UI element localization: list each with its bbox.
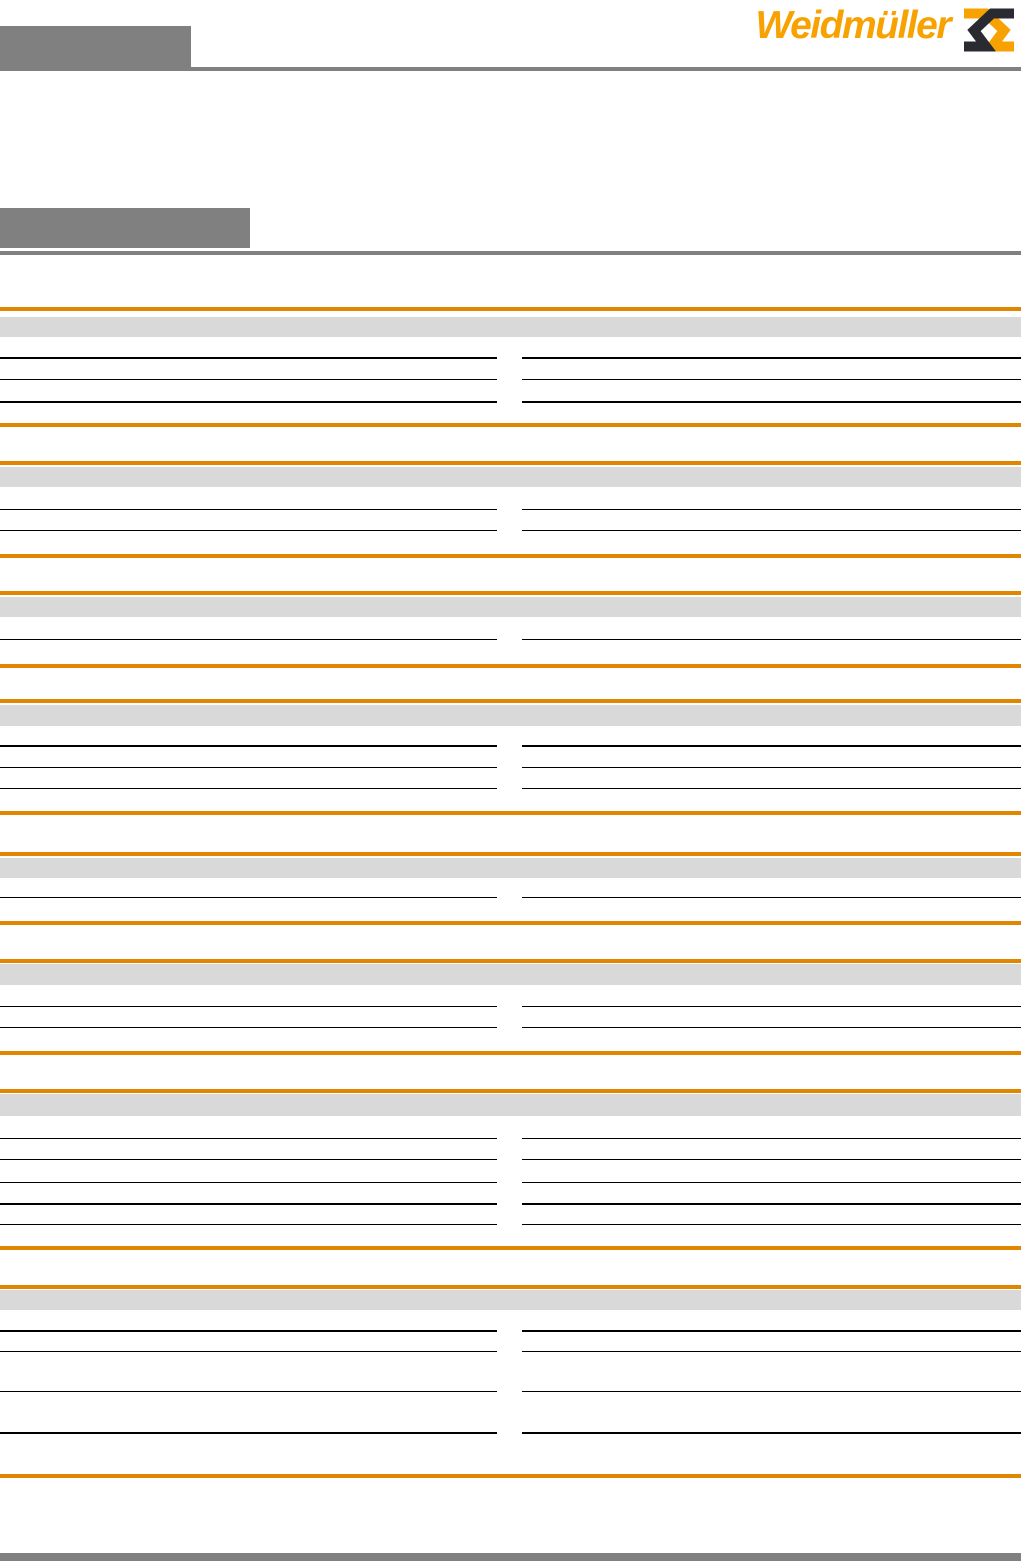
section-5-divider-bottom xyxy=(0,921,1021,925)
section-6-divider-top xyxy=(0,959,1021,963)
section-7-row-3-rule-right xyxy=(522,1182,1021,1183)
section-1-row-2-rule-left xyxy=(0,379,497,380)
section-7-header-band xyxy=(0,1094,1021,1116)
section-4-divider-top xyxy=(0,699,1021,703)
section-4-header-band xyxy=(0,705,1021,726)
weidmueller-logo-text: Weidmüller xyxy=(755,4,952,47)
section-3-divider-top xyxy=(0,591,1021,595)
section-4-row-3-rule-right xyxy=(522,788,1021,789)
section-7-row-3-rule-left xyxy=(0,1182,497,1183)
section-6-divider-bottom xyxy=(0,1051,1021,1055)
section-3-row-1-rule-left xyxy=(0,639,497,640)
weidmueller-logo-mark xyxy=(964,8,1014,52)
section-8-row-1-rule-left xyxy=(0,1330,497,1332)
section-4-row-2-rule-right xyxy=(522,767,1021,768)
section-7-row-1-rule-right xyxy=(522,1138,1021,1139)
section-2-header-band xyxy=(0,467,1021,487)
section-4-row-1-rule-right xyxy=(522,745,1021,747)
section-7-row-5-rule-right xyxy=(522,1224,1021,1225)
section-8-row-4-rule-right xyxy=(522,1432,1021,1434)
section-7-row-5-rule-left xyxy=(0,1224,497,1225)
section-6-row-2-rule-right xyxy=(522,1027,1021,1028)
section-1-row-2-rule-right xyxy=(522,379,1021,380)
section-3-row-1-rule-right xyxy=(522,639,1021,640)
section-2-row-2-rule-right xyxy=(522,530,1021,531)
section-5-header-band xyxy=(0,858,1021,878)
section-2-divider-top xyxy=(0,461,1021,465)
section-3-header-band xyxy=(0,597,1021,617)
section-1-row-1-rule-right xyxy=(522,357,1021,359)
section-2-row-1-rule-left xyxy=(0,509,497,510)
section-6-row-2-rule-left xyxy=(0,1027,497,1028)
weidmueller-logo: Weidmüller xyxy=(756,5,1017,53)
section-4-row-2-rule-left xyxy=(0,767,497,768)
section-8-divider-bottom xyxy=(0,1474,1021,1478)
section-8-row-2-rule-left xyxy=(0,1351,497,1352)
title-placeholder-block xyxy=(0,26,191,68)
section-5-row-1-rule-right xyxy=(522,897,1021,898)
section-6-row-1-rule-right xyxy=(522,1006,1021,1007)
section-4-row-1-rule-left xyxy=(0,745,497,747)
section-title-rule xyxy=(0,251,1021,255)
section-title-placeholder-block xyxy=(0,208,250,248)
section-1-row-1-rule-left xyxy=(0,357,497,359)
section-7-divider-bottom xyxy=(0,1246,1021,1250)
section-4-row-3-rule-left xyxy=(0,788,497,789)
section-7-row-2-rule-right xyxy=(522,1159,1021,1160)
header-rule xyxy=(0,67,1021,71)
section-8-row-3-rule-left xyxy=(0,1391,497,1392)
section-8-header-band xyxy=(0,1290,1021,1310)
section-7-divider-top xyxy=(0,1089,1021,1093)
section-7-row-2-rule-left xyxy=(0,1159,497,1160)
section-7-row-1-rule-left xyxy=(0,1138,497,1139)
section-7-row-4-rule-right xyxy=(522,1203,1021,1205)
footer-bar xyxy=(0,1553,1021,1561)
section-8-row-1-rule-right xyxy=(522,1330,1021,1332)
section-2-row-2-rule-left xyxy=(0,530,497,531)
section-1-divider-top xyxy=(0,307,1021,311)
section-4-divider-bottom xyxy=(0,811,1021,815)
section-7-row-4-rule-left xyxy=(0,1203,497,1205)
section-5-divider-top xyxy=(0,852,1021,856)
section-1-row-3-rule-left xyxy=(0,401,497,403)
section-5-row-1-rule-left xyxy=(0,897,497,898)
section-8-row-2-rule-right xyxy=(522,1351,1021,1352)
section-6-header-band xyxy=(0,964,1021,985)
section-1-divider-bottom xyxy=(0,423,1021,427)
section-3-divider-bottom xyxy=(0,664,1021,668)
section-8-row-3-rule-right xyxy=(522,1391,1021,1392)
section-1-header-band xyxy=(0,317,1021,337)
section-6-row-1-rule-left xyxy=(0,1006,497,1007)
section-2-row-1-rule-right xyxy=(522,509,1021,510)
section-8-divider-top xyxy=(0,1285,1021,1289)
section-8-row-4-rule-left xyxy=(0,1432,497,1434)
section-1-row-3-rule-right xyxy=(522,401,1021,403)
section-2-divider-bottom xyxy=(0,554,1021,558)
